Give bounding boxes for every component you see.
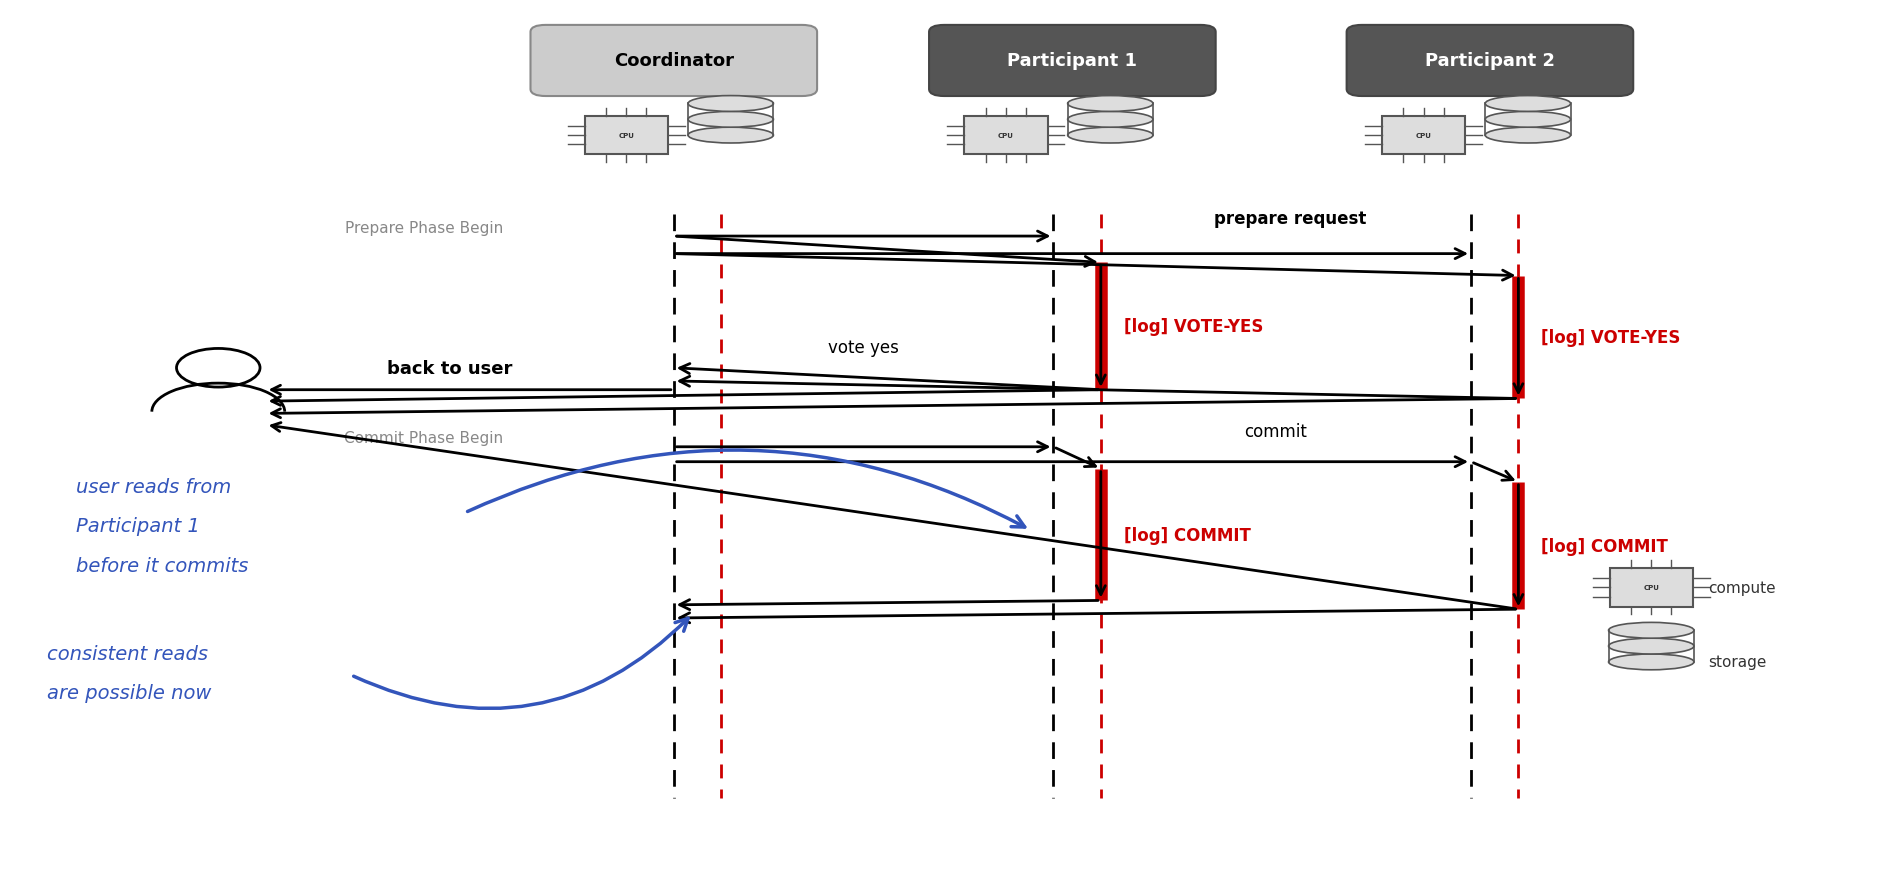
Text: [log] VOTE-YES: [log] VOTE-YES [1124, 317, 1262, 336]
Text: storage: storage [1708, 654, 1767, 670]
FancyArrowPatch shape [353, 618, 689, 709]
Text: [log] COMMIT: [log] COMMIT [1541, 537, 1668, 555]
Ellipse shape [687, 128, 774, 144]
Ellipse shape [1608, 638, 1693, 654]
Ellipse shape [1608, 623, 1693, 638]
Text: Coordinator: Coordinator [613, 53, 735, 70]
Text: consistent reads: consistent reads [47, 644, 209, 663]
Ellipse shape [687, 112, 774, 128]
Text: Commit Phase Begin: Commit Phase Begin [344, 431, 503, 446]
Text: [log] VOTE-YES: [log] VOTE-YES [1541, 329, 1680, 346]
Text: Participant 1: Participant 1 [76, 517, 199, 536]
Text: user reads from: user reads from [76, 477, 232, 496]
Text: commit: commit [1243, 422, 1308, 440]
Circle shape [177, 349, 260, 388]
Ellipse shape [1069, 112, 1154, 128]
Text: CPU: CPU [1644, 585, 1659, 590]
Ellipse shape [687, 96, 774, 112]
FancyBboxPatch shape [585, 117, 668, 155]
FancyBboxPatch shape [1382, 117, 1465, 155]
FancyBboxPatch shape [530, 25, 816, 96]
Text: prepare request: prepare request [1215, 210, 1367, 228]
FancyArrowPatch shape [467, 451, 1025, 527]
Text: back to user: back to user [387, 359, 512, 377]
Text: CPU: CPU [1416, 133, 1431, 139]
Ellipse shape [1069, 96, 1154, 112]
Text: before it commits: before it commits [76, 556, 249, 575]
Ellipse shape [1608, 654, 1693, 670]
Text: Prepare Phase Begin: Prepare Phase Begin [345, 220, 503, 236]
Text: compute: compute [1708, 580, 1777, 595]
Text: Participant 2: Participant 2 [1425, 53, 1554, 70]
Text: [log] COMMIT: [log] COMMIT [1124, 526, 1251, 544]
Ellipse shape [1486, 96, 1570, 112]
Ellipse shape [1069, 128, 1154, 144]
FancyBboxPatch shape [964, 117, 1048, 155]
FancyBboxPatch shape [928, 25, 1215, 96]
FancyBboxPatch shape [1348, 25, 1632, 96]
FancyBboxPatch shape [1610, 568, 1693, 607]
Text: CPU: CPU [619, 133, 634, 139]
Text: vote yes: vote yes [828, 339, 900, 357]
Ellipse shape [1486, 112, 1570, 128]
Text: CPU: CPU [998, 133, 1014, 139]
Text: are possible now: are possible now [47, 683, 213, 702]
Text: Participant 1: Participant 1 [1008, 53, 1137, 70]
Ellipse shape [1486, 128, 1570, 144]
